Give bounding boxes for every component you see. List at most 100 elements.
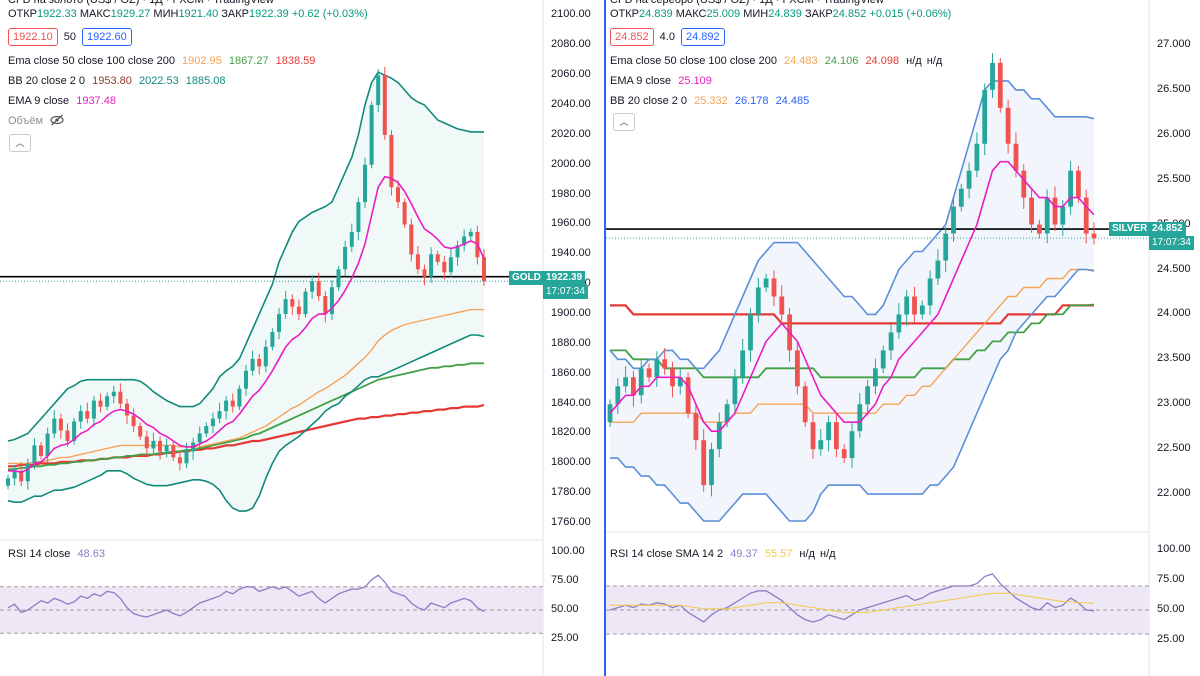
candle-body (204, 426, 209, 434)
candle-body (6, 478, 10, 486)
silver-chart-pane[interactable]: CFD на серебро (US$ / OZ) · 1Д · FXCM · … (606, 0, 1200, 676)
candle-body (693, 413, 699, 441)
price-tick-label: 1820.00 (551, 426, 591, 439)
rsi-value: 48.63 (77, 548, 105, 560)
silver-bb-legend[interactable]: BB 20 close 2 0 25.332 26.178 24.485 (610, 91, 809, 111)
bollinger-band-fill (610, 80, 1094, 522)
na-value: н/д (906, 55, 922, 67)
gold-ema-legend[interactable]: Ema close 50 close 100 close 200 1902.95… (8, 51, 315, 71)
collapse-legend-button[interactable]: ︿ (613, 113, 635, 131)
candle-body (244, 370, 248, 389)
candle-body (72, 421, 77, 441)
gold-bb-legend[interactable]: BB 20 close 2 0 1953.80 2022.53 1885.08 (8, 71, 226, 91)
pane-separator[interactable] (604, 0, 606, 676)
high-value: 1929.27 (110, 8, 151, 20)
candle-body (329, 287, 334, 315)
price-tick-label: 2080.00 (551, 38, 591, 51)
bb-legend-label: BB 20 close 2 0 (610, 95, 688, 107)
candle-body (369, 105, 374, 165)
price-tick-label: 22.500 (1157, 442, 1191, 455)
silver-last-price-tag: 24.852 (1149, 222, 1186, 236)
gold-rsi-legend[interactable]: RSI 14 close 48.63 (8, 544, 105, 564)
silver-ema9-legend[interactable]: EMA 9 close 25.109 (610, 71, 712, 91)
candle-body (303, 291, 308, 315)
candle-body (810, 422, 816, 450)
candle-body (638, 368, 644, 396)
candle-body (19, 470, 24, 482)
candle-body (1029, 197, 1034, 225)
ema9-line (609, 160, 1095, 432)
candle-body (826, 422, 831, 441)
low-value: 24.839 (768, 8, 802, 20)
buy-button[interactable]: 24.892 (680, 28, 725, 46)
gold-chart-pane[interactable]: CFD на золото (US$ / OZ) · 1Д · FXCM · T… (0, 0, 603, 676)
volume-legend[interactable]: Объём (8, 111, 64, 131)
sell-button[interactable]: 24.852 (610, 28, 654, 46)
candle-body (468, 231, 473, 237)
candle-body (1037, 224, 1042, 234)
candle-body (237, 388, 242, 407)
candle-body (865, 386, 870, 405)
rsi-tick-label: 100.00 (1157, 543, 1191, 555)
candle-body (763, 278, 769, 288)
open-label: ОТКР (610, 8, 640, 20)
price-tick-label: 1800.00 (551, 456, 591, 469)
collapse-legend-button[interactable]: ︿ (9, 134, 31, 152)
candle-body (85, 411, 90, 419)
candle-body (144, 436, 149, 449)
close-label: ЗАКР (804, 8, 833, 20)
rsi-band (606, 586, 1149, 634)
candle-body (701, 440, 707, 486)
ema-legend-label: Ema close 50 close 100 close 200 (610, 55, 777, 67)
candle-body (654, 359, 660, 378)
candle-body (349, 231, 354, 247)
price-tick-label: 2060.00 (551, 68, 591, 81)
eye-off-icon[interactable] (50, 114, 64, 126)
candle-body (277, 314, 281, 332)
candle-body (158, 441, 162, 452)
candle-body (409, 224, 414, 255)
silver-rsi-legend[interactable]: RSI 14 close SMA 14 2 49.37 55.57 н/д н/… (610, 544, 836, 564)
candle-body (462, 236, 467, 246)
price-tick-label: 1760.00 (551, 516, 591, 529)
price-tick-label: 1900.00 (551, 307, 591, 320)
spread-value: 50 (63, 31, 77, 43)
ema9-legend-label: EMA 9 close (8, 95, 70, 107)
rsi-tick-label: 100.00 (551, 545, 585, 557)
gold-ema9-legend[interactable]: EMA 9 close 1937.48 (8, 91, 116, 111)
candle-body (184, 451, 189, 464)
gold-chart-canvas[interactable] (0, 0, 603, 676)
silver-chart-canvas[interactable] (606, 0, 1200, 676)
candle-body (98, 400, 103, 407)
candle-body (138, 426, 143, 437)
candle-body (724, 404, 730, 423)
candle-body (151, 441, 156, 449)
silver-ema-legend[interactable]: Ema close 50 close 100 close 200 24.483 … (610, 51, 942, 71)
silver-trade-row: 24.852 4.0 24.892 (610, 27, 731, 47)
candle-body (615, 386, 621, 405)
gold-ohlc-row: ОТКР1922.33 МАКС1929.27 МИН1921.40 ЗАКР1… (8, 4, 368, 24)
candle-body (32, 445, 37, 464)
sell-button[interactable]: 1922.10 (8, 28, 58, 46)
bb-legend-label: BB 20 close 2 0 (8, 75, 86, 87)
candle-body (927, 278, 933, 306)
silver-countdown-tag: 17:07:34 (1149, 236, 1194, 250)
candle-body (12, 470, 17, 479)
high-label: МАКС (79, 8, 111, 20)
candle-body (343, 246, 348, 270)
candle-body (455, 245, 460, 258)
candle-body (631, 377, 636, 396)
candle-body (376, 75, 381, 106)
chevron-up-icon: ︿ (15, 138, 25, 148)
candle-body (677, 377, 683, 387)
candle-body (771, 278, 777, 297)
candle-body (919, 305, 925, 315)
candle-body (1068, 170, 1073, 207)
rsi-line (7, 574, 485, 618)
price-tick-label: 27.000 (1157, 37, 1191, 50)
buy-button[interactable]: 1922.60 (82, 28, 132, 46)
candle-body (1083, 197, 1089, 234)
candle-body (888, 332, 894, 351)
gold-last-price-tag: 1922.39 (543, 271, 586, 285)
rsi-legend-label: RSI 14 close SMA 14 2 (610, 548, 724, 560)
